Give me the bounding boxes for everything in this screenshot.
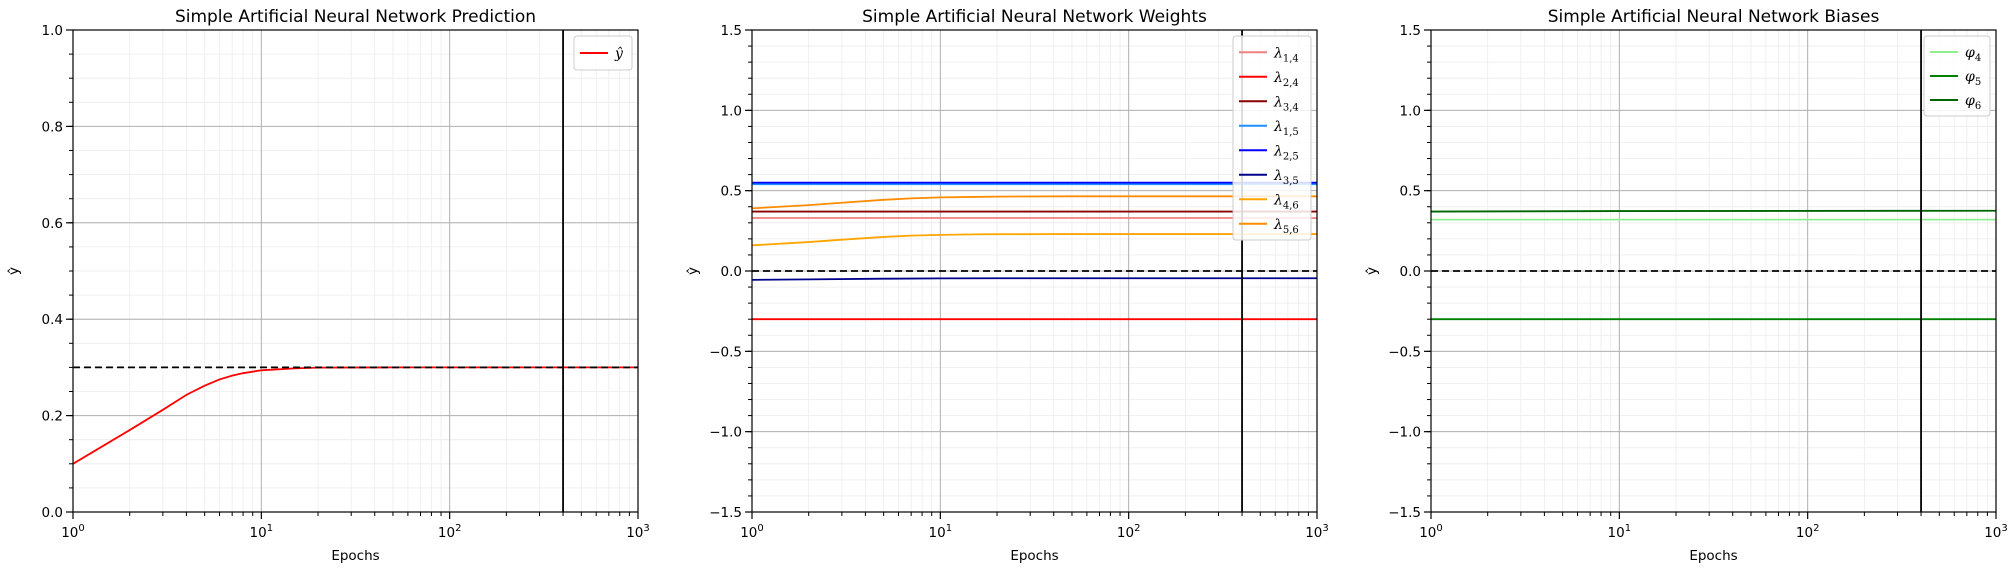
legend-label: λ2,4 [1273, 70, 1299, 89]
legend-label: φ4 [1965, 45, 1981, 64]
x-tick-label: 103 [626, 523, 650, 541]
x-axis-label: Epochs [1010, 548, 1058, 564]
y-tick-label: −1.5 [709, 505, 742, 521]
y-tick-label: −0.5 [709, 344, 742, 360]
legend: λ1,4 λ2,4 λ3,4 λ1,5 λ2,5 λ3,5 λ4,6 λ5,6 [1232, 35, 1312, 241]
y-tick-label: −1.0 [1388, 425, 1421, 441]
x-tick-label: 100 [740, 523, 764, 541]
series-group [1431, 209, 1996, 321]
x-tick-label: 102 [1117, 523, 1141, 541]
y-tick-label: 0.4 [42, 312, 63, 328]
x-tick-label: 100 [1419, 523, 1443, 541]
legend-label: ŷ [614, 45, 624, 62]
legend-label: λ3,5 [1273, 168, 1299, 187]
y-tick-label: 0.0 [42, 505, 63, 521]
y-tick-label: 0.0 [721, 264, 742, 280]
y-tick-label: −0.5 [1388, 344, 1421, 360]
x-tick-label: 101 [929, 523, 953, 541]
legend-label: φ5 [1965, 69, 1981, 88]
legend-label: λ1,4 [1273, 45, 1299, 64]
chart-panel-2: 100 101 102 103 −1.5 −1.0 −0.5 0.0 0.5 1.0 1.5 Simp… [685, 7, 1329, 564]
y-tick-label: 1.5 [721, 23, 742, 39]
grid [72, 29, 639, 513]
y-tick-label: 0.5 [1400, 184, 1421, 200]
legend-label: λ4,6 [1273, 192, 1299, 211]
y-tick-label: 0.6 [42, 216, 63, 232]
ticks [1424, 29, 1997, 519]
legend: φ4 φ5 φ6 [1923, 35, 1991, 117]
series-line-λ4,6 [752, 233, 1317, 247]
grid [1430, 29, 1997, 513]
grid [751, 29, 1318, 513]
chart-panel-3: 100 101 102 103 −1.5 −1.0 −0.5 0.0 0.5 1.0 1.5 Simp… [1364, 7, 2008, 564]
series-group [752, 181, 1317, 321]
y-axis-label: ŷ [685, 267, 701, 275]
y-tick-label: 0.2 [42, 409, 63, 425]
x-tick-label: 102 [438, 523, 462, 541]
chart-panel-1: 100 101 102 103 0.0 0.2 0.4 0.6 0.8 1.0 Simple Art… [6, 7, 650, 564]
series-line-λ3,5 [752, 277, 1317, 281]
chart-title: Simple Artificial Neural Network Weights [862, 7, 1207, 27]
chart-title: Simple Artificial Neural Network Biases [1548, 7, 1880, 27]
x-tick-label: 101 [1608, 523, 1632, 541]
y-tick-label: −1.5 [1388, 505, 1421, 521]
ticks [745, 29, 1318, 519]
y-tick-label: 1.0 [42, 23, 63, 39]
chart-title: Simple Artificial Neural Network Predict… [175, 7, 536, 27]
series-line-λ5,6 [752, 195, 1317, 210]
y-tick-label: 0.5 [721, 184, 742, 200]
x-axis-label: Epochs [331, 548, 379, 564]
legend-label: λ3,4 [1273, 94, 1299, 113]
x-tick-label: 103 [1305, 523, 1329, 541]
y-tick-label: 1.0 [721, 103, 742, 119]
y-tick-label: −1.0 [709, 425, 742, 441]
legend: ŷ [573, 35, 633, 71]
legend-label: λ5,6 [1273, 217, 1299, 236]
x-tick-label: 102 [1796, 523, 1820, 541]
x-tick-label: 100 [61, 523, 85, 541]
y-tick-label: 1.0 [1400, 103, 1421, 119]
legend-label: λ2,5 [1273, 143, 1299, 162]
legend-label: φ6 [1965, 93, 1981, 112]
legend-label: λ1,5 [1273, 119, 1299, 138]
y-axis-label: ŷ [6, 267, 22, 275]
x-tick-label: 103 [1984, 523, 2008, 541]
series-line-φ6 [1431, 209, 1996, 213]
y-tick-label: 0.0 [1400, 264, 1421, 280]
x-tick-label: 101 [250, 523, 274, 541]
y-tick-label: 0.8 [42, 119, 63, 135]
ticks [66, 29, 639, 519]
y-tick-label: 1.5 [1400, 23, 1421, 39]
y-axis-label: ŷ [1364, 267, 1380, 275]
x-axis-label: Epochs [1689, 548, 1737, 564]
legend-box [1232, 35, 1312, 241]
